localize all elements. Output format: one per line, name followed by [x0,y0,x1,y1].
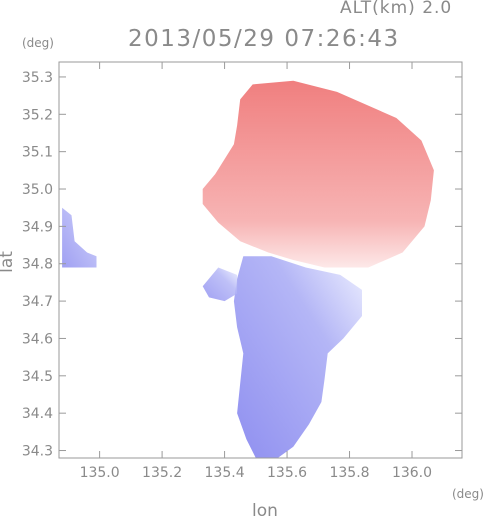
y-tick-label: 35.2 [22,107,53,123]
plot-frame [58,61,463,459]
altitude-label: ALT(km) 2.0 [340,0,453,18]
x-unit-label: (deg) [452,487,484,501]
y-tick-label: 34.8 [22,257,53,273]
y-tick-label: 35.1 [22,145,53,161]
x-tick-label: 135.4 [205,465,245,481]
y-tick-label: 35.3 [22,70,53,86]
x-tick-label: 136.0 [392,465,432,481]
y-tick-label: 34.7 [22,294,53,310]
x-tick-label: 135.2 [142,465,182,481]
x-tick-label: 135.0 [80,465,120,481]
y-tick-label: 34.4 [22,406,53,422]
y-tick-label: 34.6 [22,331,53,347]
timestamp-title: 2013/05/29 07:26:43 [128,26,400,52]
y-unit-label: (deg) [22,36,54,50]
y-tick-label: 35.0 [22,182,53,198]
region-west [62,207,97,268]
x-tick-label: 135.8 [329,465,369,481]
x-tick-label: 135.6 [267,465,307,481]
region-south [233,256,362,458]
x-axis-label: lon [252,501,278,521]
y-tick-label: 34.5 [22,369,53,385]
region-north [202,80,434,268]
region-southwest [202,267,238,302]
y-tick-label: 34.9 [22,219,53,235]
y-tick-label: 34.3 [22,444,53,460]
